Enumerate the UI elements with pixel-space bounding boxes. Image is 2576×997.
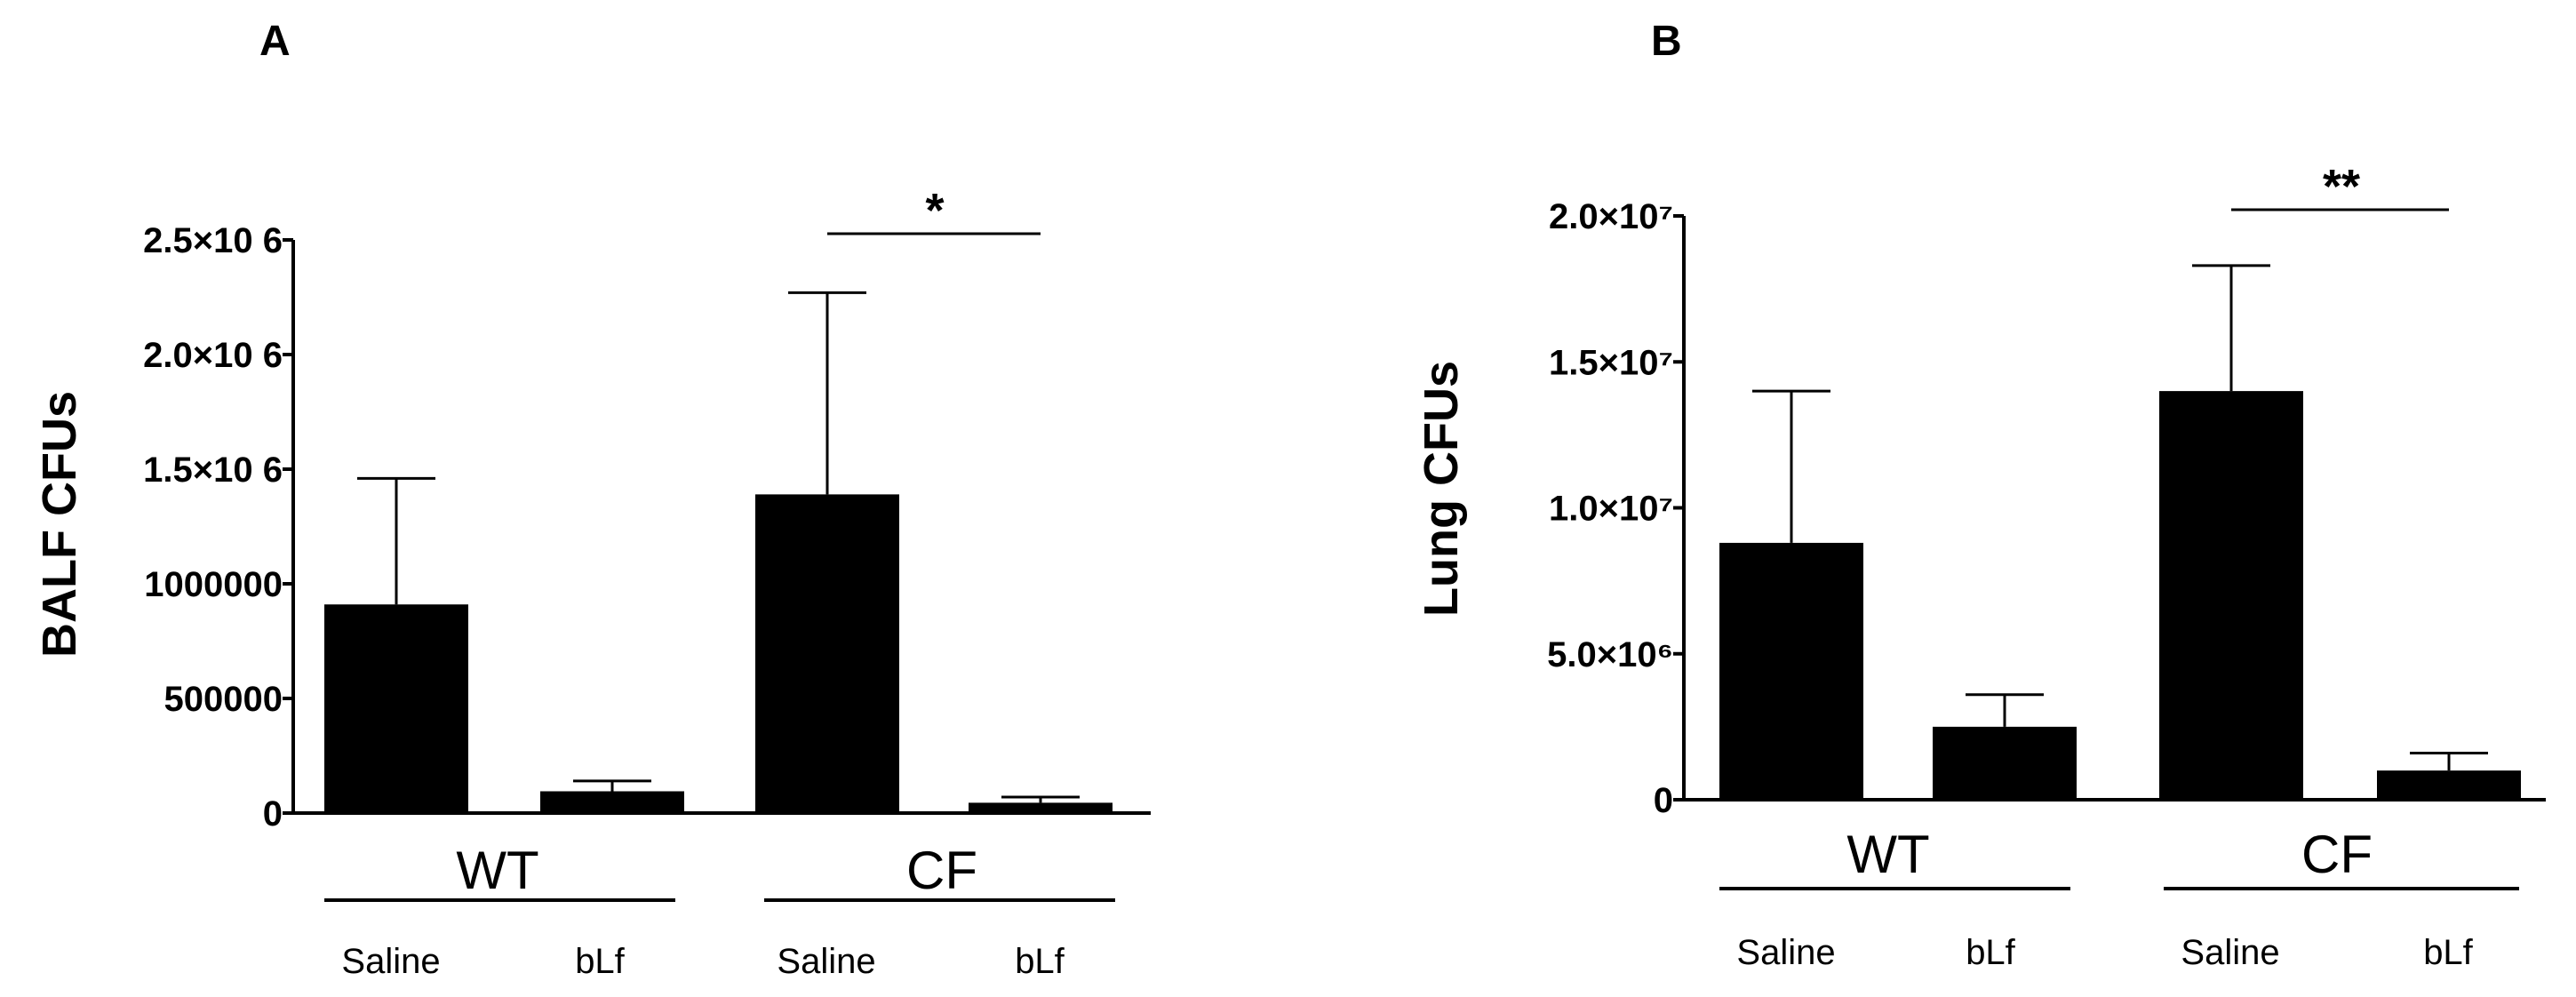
panel-a-cat-3: bLf: [1015, 942, 1065, 981]
panel-b-cat-0: Saline: [1736, 933, 1835, 972]
panel-a-group-cf: CF: [906, 841, 977, 900]
panel-b-bar: [2377, 770, 2521, 800]
panel-a-bar: [755, 494, 899, 813]
panel-a-ytick-label: 0: [263, 794, 283, 833]
panel-b-group-wt: WT: [1846, 825, 1929, 884]
panel-a-letter: A: [259, 18, 291, 65]
panel-a-cat-0: Saline: [341, 942, 440, 981]
panel-a-ytick-label: 2.5×10 6: [143, 221, 283, 260]
panel-a-bar: [324, 604, 468, 813]
panel-b-ytick-label: 1.5×10⁷: [1549, 343, 1673, 382]
panel-a-bar: [969, 802, 1113, 813]
panel-a-ytick-label: 1.5×10 6: [143, 451, 283, 490]
panel-a-ytick-label: 2.0×10 6: [143, 336, 283, 375]
panel-a-bar: [540, 791, 684, 813]
panel-a-group-wt: WT: [456, 841, 538, 900]
panel-a-significance: *: [925, 184, 944, 237]
panel-a-cat-1: bLf: [575, 942, 625, 981]
panel-a-ylabel: BALF CFUs: [33, 391, 86, 658]
panel-b-ytick-label: 2.0×10⁷: [1549, 197, 1673, 236]
panel-a-ytick-label: 500000: [164, 680, 283, 719]
panel-b-ytick-label: 0: [1654, 781, 1673, 820]
panel-b-cat-3: bLf: [2423, 933, 2473, 972]
panel-b-ylabel: Lung CFUs: [1415, 361, 1468, 617]
panel-a-ytick-label: 1000000: [144, 565, 283, 604]
panel-b-bar: [1933, 726, 2077, 800]
panel-b-ytick-label: 5.0×10⁶: [1547, 635, 1673, 674]
panel-b-bar: [2159, 391, 2303, 800]
panel-b-ytick-label: 1.0×10⁷: [1549, 490, 1673, 529]
panel-b-cat-1: bLf: [1966, 933, 2015, 972]
panel-b-significance: **: [2323, 160, 2360, 213]
panel-b-bar: [1719, 542, 1863, 800]
panel-a-cat-2: Saline: [777, 942, 875, 981]
panel-b-group-cf: CF: [2301, 825, 2373, 884]
panel-b-letter: B: [1651, 18, 1682, 65]
panel-b-cat-2: Saline: [2181, 933, 2279, 972]
